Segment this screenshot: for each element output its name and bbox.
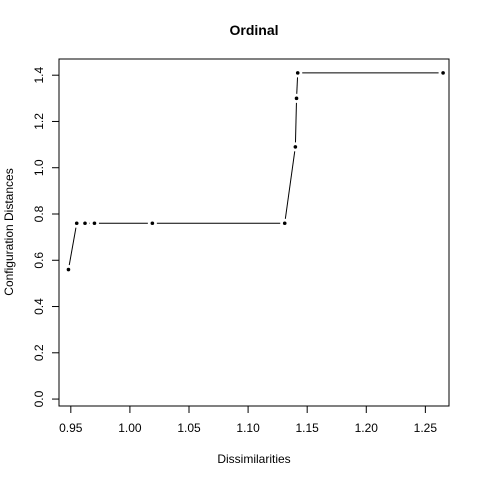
x-tick-label: 1.20: [355, 421, 379, 435]
data-point: [74, 221, 79, 226]
line-segment: [68, 227, 77, 266]
data-point: [293, 145, 298, 149]
y-axis-label: Configuration Distances: [2, 168, 16, 295]
chart-title: Ordinal: [229, 22, 278, 38]
x-tick-label: 0.95: [59, 421, 83, 435]
plot-frame: [58, 58, 450, 407]
x-tick-label: 1.05: [177, 421, 201, 435]
data-point: [150, 221, 155, 226]
data-point: [441, 71, 445, 75]
step-line: [68, 72, 439, 266]
y-tick-label: 0.8: [32, 205, 46, 222]
y-tick-label: 0.0: [32, 390, 46, 407]
data-point: [294, 96, 299, 101]
y-tick-label: 0.2: [32, 344, 46, 361]
line-segment: [294, 102, 297, 143]
line-segment: [284, 151, 296, 219]
y-tick-label: 0.6: [32, 252, 46, 269]
data-point: [83, 221, 87, 226]
y-tick-label: 1.0: [32, 159, 46, 176]
data-point: [66, 267, 71, 272]
y-tick-label: 0.4: [32, 298, 46, 315]
x-axis-label: Dissimilarities: [217, 452, 290, 466]
y-tick-label: 1.4: [32, 67, 46, 84]
data-point: [295, 71, 300, 75]
y-tick-label: 1.2: [32, 113, 46, 130]
x-tick-label: 1.25: [414, 421, 438, 435]
data-points: [66, 71, 445, 272]
x-tick-label: 1.00: [118, 421, 142, 435]
data-point: [282, 221, 287, 226]
line-segment: [296, 77, 299, 94]
y-axis: 0.0 0.2 0.4 0.6 0.8 1.0 1.2 1.4: [32, 67, 60, 407]
x-axis: 0.95 1.00 1.05 1.10 1.15 1.20 1.25: [59, 405, 438, 435]
data-point: [92, 221, 97, 226]
x-tick-label: 1.10: [236, 421, 260, 435]
x-tick-label: 1.15: [296, 421, 320, 435]
